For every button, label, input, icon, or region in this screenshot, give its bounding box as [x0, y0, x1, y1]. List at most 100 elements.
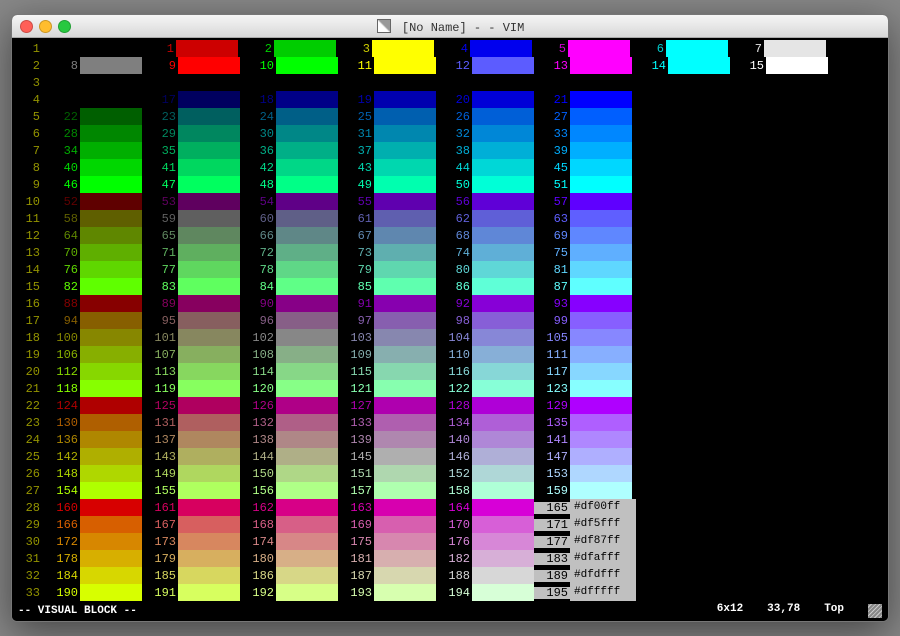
color-swatch: [374, 533, 436, 550]
color-row: 30172173174175176177#df87ff: [12, 533, 888, 550]
color-cell: 50: [436, 176, 534, 193]
color-cell: 16: [44, 91, 142, 108]
color-index: 22: [44, 111, 80, 123]
resize-handle-icon[interactable]: [868, 604, 882, 618]
color-swatch: [570, 380, 632, 397]
color-index: 15: [730, 60, 766, 72]
color-index: 46: [44, 179, 80, 191]
color-cell: 157: [338, 482, 436, 499]
color-swatch: [472, 108, 534, 125]
color-cell: 141: [534, 431, 632, 448]
color-cell: 175: [338, 533, 436, 550]
color-cell: 168: [240, 516, 338, 533]
color-cell: 158: [436, 482, 534, 499]
color-swatch: [568, 40, 630, 57]
line-number: 6: [12, 128, 44, 140]
color-index: 60: [240, 213, 276, 225]
color-row: 4161718192021: [12, 91, 888, 108]
line-number: 26: [12, 468, 44, 480]
color-cell: 75: [534, 244, 632, 261]
line-number: 7: [12, 145, 44, 157]
color-cell: 139: [338, 431, 436, 448]
color-index: 5: [532, 43, 568, 55]
color-index: 176: [436, 536, 472, 548]
color-index: 51: [534, 179, 570, 191]
status-pos: 33,78: [767, 604, 800, 618]
color-swatch: [374, 227, 436, 244]
color-cell: 173: [142, 533, 240, 550]
zoom-icon[interactable]: [58, 20, 71, 33]
color-row: 15828384858687: [12, 278, 888, 295]
color-cell: 116: [436, 363, 534, 380]
color-index: 58: [44, 213, 80, 225]
color-swatch: [374, 125, 436, 142]
color-hex: #dfafff: [570, 550, 636, 567]
color-row: 23130131132133134135: [12, 414, 888, 431]
color-index: 157: [338, 485, 374, 497]
color-row: 19106107108109110111: [12, 346, 888, 363]
terminal-area[interactable]: 1123456728910111213141534161718192021522…: [12, 38, 888, 601]
color-index: 25: [338, 111, 374, 123]
line-number: 18: [12, 332, 44, 344]
line-number: 12: [12, 230, 44, 242]
document-icon: [377, 19, 391, 33]
color-swatch: [666, 40, 728, 57]
color-cell: 55: [338, 193, 436, 210]
minimize-icon[interactable]: [39, 20, 52, 33]
color-index: 177: [534, 536, 570, 548]
color-cell: 124: [44, 397, 142, 414]
color-index: 76: [44, 264, 80, 276]
color-cell: 172: [44, 533, 142, 550]
color-index: 16: [44, 94, 80, 106]
color-cell: 21: [534, 91, 632, 108]
color-swatch: [570, 57, 632, 74]
color-index: 118: [44, 383, 80, 395]
color-cell: 99: [534, 312, 632, 329]
color-cell: 127: [338, 397, 436, 414]
color-cell: 83: [142, 278, 240, 295]
color-cell: 49: [338, 176, 436, 193]
color-cell: 179: [142, 550, 240, 567]
color-swatch: [178, 499, 240, 516]
color-index: 44: [436, 162, 472, 174]
color-cell: 135: [534, 414, 632, 431]
line-number: 33: [12, 587, 44, 599]
color-swatch: [80, 125, 142, 142]
color-index: 79: [338, 264, 374, 276]
color-index: 172: [44, 536, 80, 548]
color-swatch: [80, 567, 142, 584]
color-swatch: [374, 363, 436, 380]
color-index: 59: [142, 213, 178, 225]
color-swatch: [276, 465, 338, 482]
color-index: 121: [338, 383, 374, 395]
color-cell: 52: [44, 193, 142, 210]
close-icon[interactable]: [20, 20, 33, 33]
color-index: 1: [140, 43, 176, 55]
color-swatch: [178, 142, 240, 159]
color-index: 104: [436, 332, 472, 344]
line-number: 30: [12, 536, 44, 548]
color-cell: 106: [44, 346, 142, 363]
color-cell: 1: [140, 40, 238, 57]
color-swatch: [276, 448, 338, 465]
line-number: 11: [12, 213, 44, 225]
color-index: 11: [338, 60, 374, 72]
color-index: 129: [534, 400, 570, 412]
color-index: 191: [142, 587, 178, 599]
color-swatch: [178, 414, 240, 431]
color-cell: 82: [44, 278, 142, 295]
color-cell: 137: [142, 431, 240, 448]
color-cell: 146: [436, 448, 534, 465]
color-cell: 190: [44, 584, 142, 601]
color-row: 25142143144145146147: [12, 448, 888, 465]
color-hex: #df87ff: [570, 533, 636, 550]
color-cell: 123: [534, 380, 632, 397]
color-cell: 120: [240, 380, 338, 397]
color-cell: 71: [142, 244, 240, 261]
color-cell: 61: [338, 210, 436, 227]
color-cell: 48: [240, 176, 338, 193]
color-index: 87: [534, 281, 570, 293]
color-index: 99: [534, 315, 570, 327]
color-swatch: [80, 431, 142, 448]
color-swatch: [178, 125, 240, 142]
